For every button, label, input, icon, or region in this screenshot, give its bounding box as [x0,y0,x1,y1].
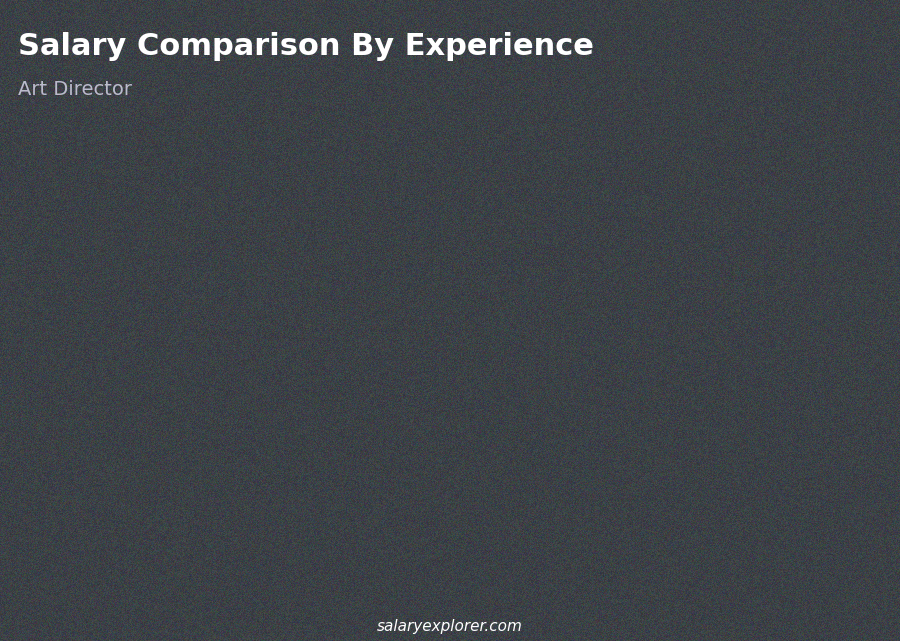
Bar [591,232,657,564]
Bar [466,260,532,564]
Text: Average Monthly Salary: Average Monthly Salary [868,273,878,406]
Text: 304,000 ZWD: 304,000 ZWD [756,187,842,199]
Text: 281,000 ZWD: 281,000 ZWD [618,213,704,226]
Bar [591,232,657,252]
Bar [466,260,472,564]
Bar [720,76,810,85]
Bar [720,39,810,49]
Bar [720,85,810,94]
Bar [720,49,810,58]
Bar [216,395,221,564]
Text: +22%: +22% [403,192,470,213]
Text: +8%: +8% [661,146,714,165]
Text: +48%: +48% [277,242,345,262]
Bar [716,205,782,564]
Bar [720,30,810,39]
Bar [91,438,96,564]
Text: Art Director: Art Director [18,80,132,99]
Text: +34%: +34% [152,331,220,351]
Bar [716,205,782,227]
Bar [91,438,157,564]
Bar [720,58,810,67]
Text: 211,000 ZWD: 211,000 ZWD [368,296,454,309]
Text: +9%: +9% [536,172,589,192]
Text: Salary Comparison By Experience: Salary Comparison By Experience [18,32,594,61]
Text: 143,000 ZWD: 143,000 ZWD [242,376,328,389]
Bar [341,315,346,564]
Bar [716,205,722,564]
Bar [720,67,810,76]
Bar [91,438,157,445]
Text: 107,000 ZWD: 107,000 ZWD [88,419,175,432]
Text: salaryexplorer.com: salaryexplorer.com [377,619,523,635]
Bar [216,395,282,405]
Text: 258,000 ZWD: 258,000 ZWD [493,240,580,254]
Bar [466,260,532,278]
Bar [341,315,407,564]
Bar [591,232,597,564]
Bar [341,315,407,330]
Bar [216,395,282,564]
